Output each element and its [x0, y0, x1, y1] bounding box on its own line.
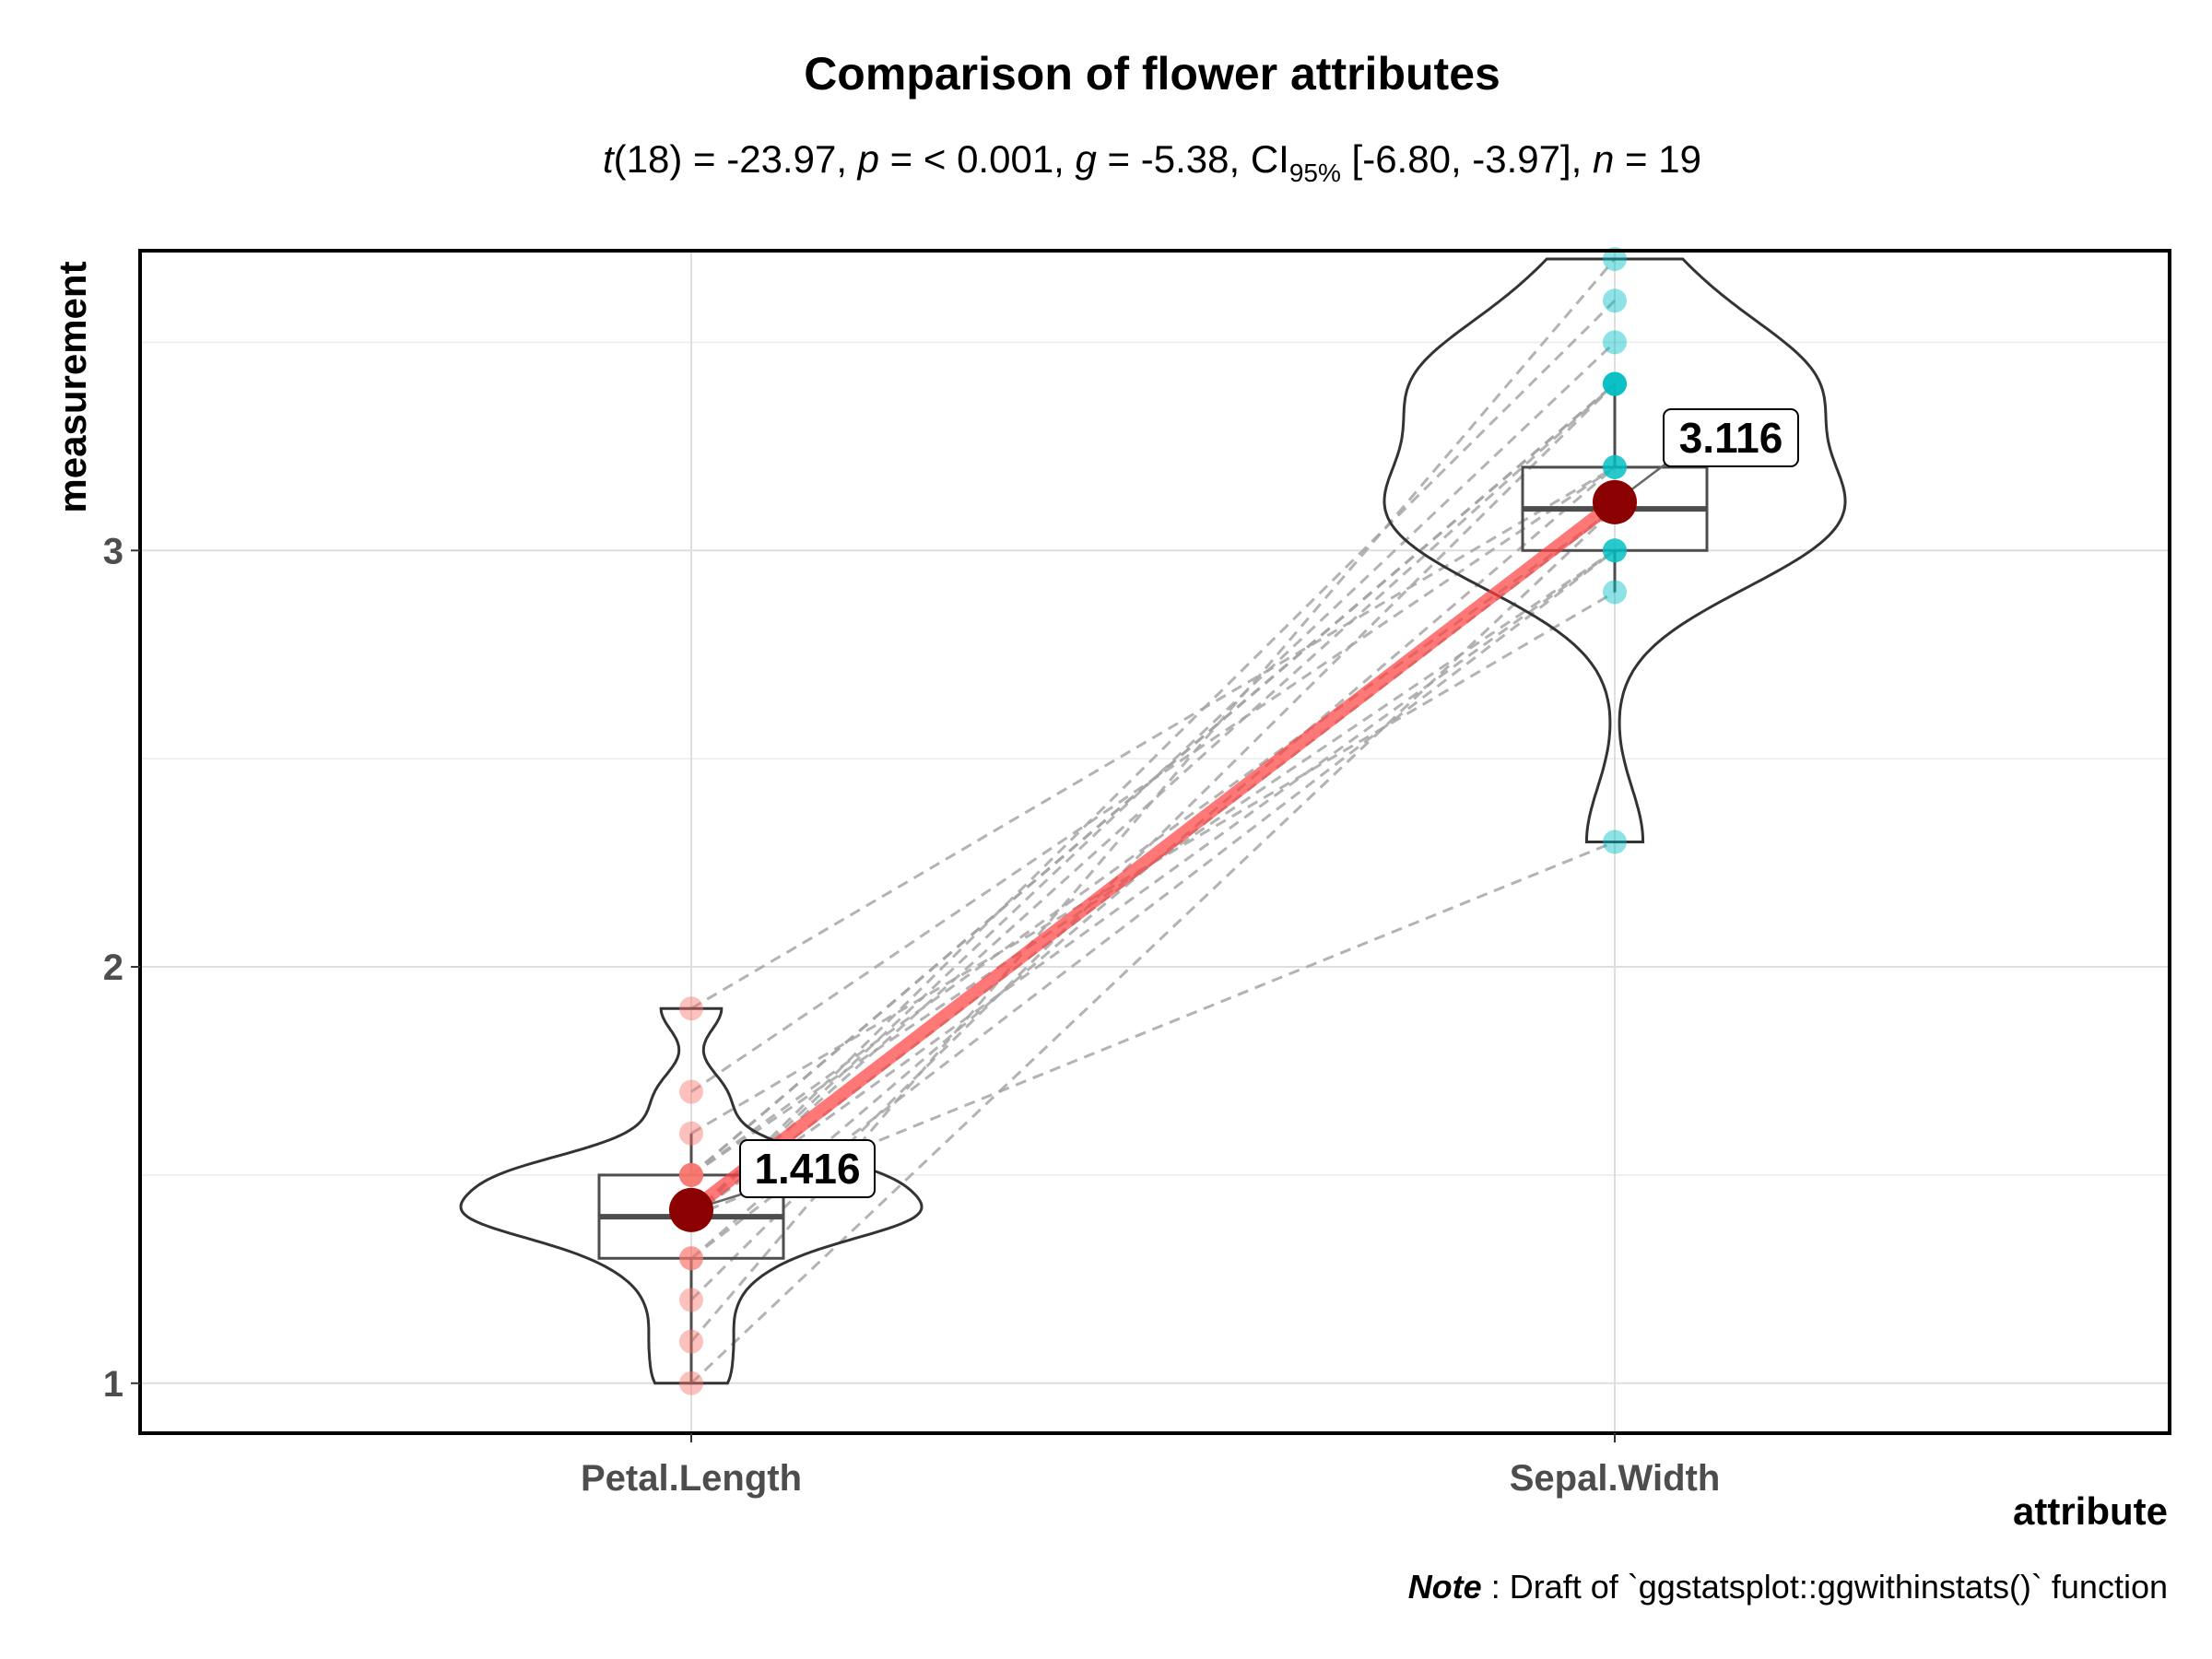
- subtitle-p-symbol: p: [856, 137, 879, 181]
- subtitle-n-text: = 19: [1614, 137, 1701, 181]
- x-axis-title: attribute: [2013, 1489, 2168, 1533]
- data-point: [1603, 454, 1627, 479]
- mean-point: [669, 1187, 713, 1232]
- chart-subtitle: t(18) = -23.97, p = < 0.001, g = -5.38, …: [603, 137, 1701, 187]
- paired-line: [689, 508, 1617, 1384]
- violin-petal-length: [459, 1006, 924, 1385]
- data-point: [1603, 538, 1627, 563]
- paired-line: [689, 258, 1617, 1343]
- subtitle-ci-text: [-6.80, -3.97],: [1341, 137, 1593, 181]
- data-point: [1603, 371, 1627, 396]
- data-point: [679, 1121, 703, 1146]
- mean-label: 1.416: [754, 1145, 860, 1193]
- subtitle-g-symbol: g: [1076, 137, 1097, 181]
- mean-label-box: [1663, 408, 1799, 467]
- plot-panel-border: [138, 249, 2171, 1435]
- subtitle-ci-subscript: 95%: [1289, 159, 1341, 187]
- data-point: [1603, 538, 1627, 563]
- y-axis: 1 2 3: [103, 531, 140, 1405]
- data-point: [1603, 454, 1627, 479]
- violin-sepal-width: [1382, 257, 1847, 843]
- data-point: [679, 1162, 703, 1187]
- chart-title: Comparison of flower attributes: [804, 48, 1500, 100]
- data-point: [679, 1329, 703, 1354]
- paired-line: [690, 465, 1616, 1093]
- caption-note-text: : Draft of `ggstatsplot::ggwithinstats()…: [1482, 1568, 2168, 1606]
- data-point: [679, 1288, 703, 1312]
- subtitle-p-text: = < 0.001,: [879, 137, 1076, 181]
- data-point: [679, 1246, 703, 1271]
- x-tick-label: Petal.Length: [581, 1458, 802, 1499]
- paired-line: [689, 300, 1617, 1218]
- data-point: [679, 1371, 703, 1395]
- data-point: [1603, 247, 1627, 272]
- data-point: [1603, 330, 1627, 355]
- data-point: [679, 1079, 703, 1104]
- y-tick-label: 2: [103, 947, 124, 988]
- caption-note-label: Note: [1408, 1568, 1482, 1606]
- data-point: [679, 1162, 703, 1187]
- data-points: [679, 247, 1627, 1395]
- subtitle-stat-text: (18) = -23.97,: [614, 137, 858, 181]
- mean-point: [1593, 479, 1637, 524]
- subtitle-g-text: = -5.38, CI: [1097, 137, 1289, 181]
- paired-line: [690, 549, 1616, 1218]
- subtitle-n-symbol: n: [1593, 137, 1614, 181]
- mean-connecting-line: [685, 495, 1621, 1217]
- data-point: [679, 1162, 703, 1187]
- mean-label: 3.116: [1679, 414, 1783, 462]
- data-point: [1603, 454, 1627, 479]
- data-point: [679, 1246, 703, 1271]
- data-point: [679, 1162, 703, 1187]
- means: 1.416 3.116: [669, 408, 1799, 1232]
- chart-caption: Note : Draft of `ggstatsplot::ggwithinst…: [1408, 1568, 2168, 1606]
- data-point: [1603, 371, 1627, 396]
- x-axis: Petal.Length Sepal.Width: [581, 1433, 1720, 1499]
- data-point: [1603, 371, 1627, 396]
- data-point: [1603, 830, 1627, 854]
- x-tick-label: Sepal.Width: [1510, 1458, 1721, 1499]
- data-point: [1603, 538, 1627, 563]
- subtitle-stat-symbol: t: [603, 137, 616, 181]
- mean-label-box: [739, 1139, 876, 1198]
- violins: [459, 257, 1847, 1385]
- paired-line: [689, 382, 1617, 1218]
- y-axis-title: measurement: [51, 261, 94, 512]
- data-point: [1603, 371, 1627, 396]
- data-point: [679, 996, 703, 1021]
- data-point: [1603, 371, 1627, 396]
- paired-line: [689, 382, 1617, 1301]
- data-point: [1603, 580, 1627, 605]
- y-tick-label: 1: [103, 1364, 124, 1405]
- data-point: [679, 1162, 703, 1187]
- y-tick-label: 3: [103, 531, 124, 571]
- paired-line: [690, 465, 1616, 1010]
- data-point: [1603, 288, 1627, 313]
